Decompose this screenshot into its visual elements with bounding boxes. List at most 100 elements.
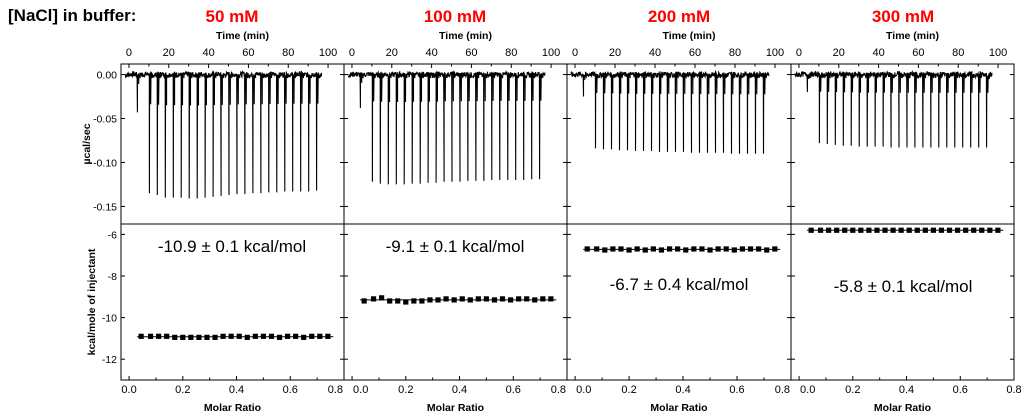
enthalpy-point — [164, 333, 170, 339]
ratio-tick-label: 0.4 — [229, 384, 244, 396]
enthalpy-point — [922, 227, 928, 233]
enthalpy-point — [491, 297, 498, 303]
time-tick-label: 0 — [572, 47, 578, 59]
enthalpy-point — [995, 227, 1001, 233]
enthalpy-point — [817, 227, 824, 233]
enthalpy-point — [212, 334, 218, 340]
enthalpy-point — [890, 227, 896, 233]
enthalpy-point — [914, 227, 920, 233]
ratio-tick-label: 0.2 — [398, 384, 413, 396]
enthalpy-point — [946, 227, 953, 233]
enthalpy-point — [626, 247, 632, 253]
heat-rate-tick-label: -0.10 — [93, 157, 117, 169]
enthalpy-point — [204, 334, 210, 340]
enthalpy-point — [499, 296, 506, 302]
enthalpy-point — [772, 246, 778, 252]
enthalpy-point — [411, 298, 417, 304]
ratio-tick-label: 0.8 — [551, 384, 566, 396]
time-tick-label: 100 — [989, 47, 1007, 59]
enthalpy-point — [483, 296, 489, 302]
thermogram-trace-2 — [570, 69, 770, 154]
buffer-label: [NaCl] in buffer: — [8, 6, 137, 25]
enthalpy-point — [731, 247, 737, 253]
enthalpy-tick-label: -10 — [102, 313, 117, 325]
enthalpy-point — [532, 297, 538, 303]
enthalpy-point — [987, 227, 993, 233]
enthalpy-point — [387, 298, 393, 304]
enthalpy-point — [594, 246, 600, 252]
time-tick-label: 0 — [349, 47, 355, 59]
enthalpy-point — [675, 246, 681, 252]
enthalpy-point — [650, 246, 656, 252]
time-tick-label: 60 — [242, 47, 254, 59]
ratio-tick-label: 0.6 — [953, 384, 968, 396]
ratio-axis-label: Molar Ratio — [427, 402, 484, 414]
enthalpy-point — [220, 333, 226, 339]
heat-rate-tick-label: -0.15 — [93, 201, 117, 213]
enthalpy-point — [808, 227, 814, 233]
enthalpy-point — [138, 333, 144, 339]
enthalpy-point — [699, 246, 705, 252]
ratio-tick-label: 0.8 — [1006, 384, 1021, 396]
enthalpy-point — [236, 333, 242, 339]
time-axis-label: Time (min) — [216, 30, 269, 42]
enthalpy-point — [507, 297, 514, 303]
ratio-tick-label: 0.2 — [175, 384, 190, 396]
ratio-tick-label: 0.8 — [775, 384, 790, 396]
enthalpy-point — [244, 334, 250, 340]
ratio-tick-label: 0.4 — [675, 384, 690, 396]
enthalpy-point — [317, 333, 323, 339]
time-axis-label: Time (min) — [886, 30, 939, 42]
time-tick-label: 40 — [425, 47, 437, 59]
enthalpy-point — [971, 227, 977, 233]
enthalpy-point — [293, 333, 299, 339]
time-tick-label: 80 — [729, 47, 741, 59]
enthalpy-point — [147, 333, 154, 339]
enthalpy-point — [602, 247, 608, 253]
time-tick-label: 0 — [126, 47, 132, 59]
ratio-tick-label: 0.0 — [121, 384, 136, 396]
time-tick-label: 20 — [609, 47, 621, 59]
enthalpy-point — [826, 227, 832, 233]
time-tick-label: 40 — [649, 47, 661, 59]
enthalpy-point — [764, 247, 770, 253]
enthalpy-point — [403, 299, 409, 305]
enthalpy-point — [370, 296, 377, 302]
enthalpy-point — [516, 296, 522, 302]
time-tick-label: 100 — [766, 47, 784, 59]
enthalpy-point — [842, 227, 848, 233]
ratio-tick-label: 0.0 — [353, 384, 368, 396]
enthalpy-point — [361, 298, 367, 304]
enthalpy-annotation-0: -10.9 ± 0.1 kcal/mol — [158, 237, 306, 256]
enthalpy-point — [954, 227, 961, 233]
enthalpy-point — [666, 246, 673, 252]
enthalpy-point — [610, 246, 616, 252]
enthalpy-point — [276, 334, 283, 340]
time-tick-label: 20 — [386, 47, 398, 59]
enthalpy-point — [252, 333, 258, 339]
enthalpy-point — [882, 227, 888, 233]
enthalpy-point — [584, 246, 590, 252]
enthalpy-point — [618, 246, 624, 252]
concentration-label-100: 100 mM — [423, 7, 487, 26]
ratio-tick-label: 0.6 — [283, 384, 298, 396]
time-tick-label: 80 — [952, 47, 964, 59]
enthalpy-point — [658, 247, 665, 253]
enthalpy-tick-label: -8 — [108, 271, 117, 283]
enthalpy-point — [683, 247, 689, 253]
time-tick-label: 60 — [465, 47, 477, 59]
time-tick-label: 80 — [505, 47, 517, 59]
concentration-label-200: 200 mM — [647, 7, 711, 26]
enthalpy-point — [834, 227, 840, 233]
enthalpy-point — [723, 246, 729, 252]
time-tick-label: 40 — [202, 47, 214, 59]
enthalpy-point — [228, 333, 234, 339]
enthalpy-point — [930, 227, 936, 233]
thermogram-trace-1 — [347, 69, 546, 185]
time-tick-label: 0 — [796, 47, 802, 59]
time-tick-label: 60 — [689, 47, 701, 59]
enthalpy-point — [268, 333, 275, 339]
enthalpy-point — [979, 227, 985, 233]
heat-rate-tick-label: 0.00 — [97, 70, 118, 82]
ratio-tick-label: 0.6 — [729, 384, 744, 396]
